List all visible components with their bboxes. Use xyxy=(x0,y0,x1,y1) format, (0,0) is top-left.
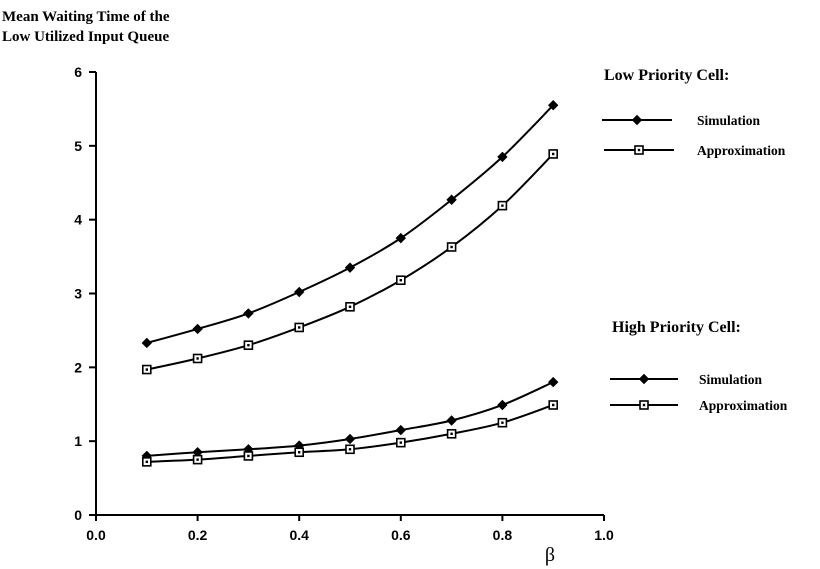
legend-heading: Low Priority Cell: xyxy=(604,67,729,84)
data-point-square-center xyxy=(399,441,402,444)
data-point-square-center xyxy=(348,305,352,308)
data-point-diamond xyxy=(243,308,254,319)
legend-entry-approximation: Approximation xyxy=(604,143,786,158)
data-point-square-center xyxy=(348,448,352,451)
series-approximation-1 xyxy=(142,149,559,375)
series-line xyxy=(146,153,554,371)
y-tick-label: 1 xyxy=(74,433,82,449)
data-point-square-center xyxy=(298,451,301,454)
legend-marker-diamond xyxy=(631,114,643,126)
data-point-square-center xyxy=(552,403,555,407)
data-point-diamond xyxy=(395,424,407,436)
y-tick-label: 3 xyxy=(74,286,82,302)
legend-entry-simulation: Simulation xyxy=(602,113,761,128)
data-point-square-center xyxy=(501,421,504,424)
chart-title-line-2: Low Utilized Input Queue xyxy=(2,29,169,45)
legend-marker-diamond xyxy=(638,373,650,385)
data-point-square-center xyxy=(196,357,199,360)
legend-entry-approximation: Approximation xyxy=(610,398,788,413)
legend-group-1: High Priority Cell: Simulation Approximati… xyxy=(610,319,788,413)
data-point-square-center xyxy=(298,326,301,329)
y-tick-label: 5 xyxy=(74,138,82,154)
series-simulation-0 xyxy=(141,100,559,349)
data-point-square-center xyxy=(501,204,504,207)
x-tick-label: 0.0 xyxy=(86,527,106,543)
data-point-diamond xyxy=(446,415,457,426)
data-point-square-center xyxy=(196,458,199,461)
data-point-square-center xyxy=(247,454,250,458)
data-point-diamond xyxy=(141,337,153,349)
chart-title-line-1: Mean Waiting Time of the xyxy=(2,9,170,25)
data-point-square-center xyxy=(145,368,148,371)
series-layer xyxy=(141,100,559,467)
x-tick-label: 1.0 xyxy=(594,527,614,543)
y-tick-label: 2 xyxy=(74,359,82,375)
y-ticks: 0 1 2 3 4 5 6 xyxy=(74,64,96,523)
chart-title: Mean Waiting Time of the Low Utilized In… xyxy=(2,9,170,45)
legend-label: Simulation xyxy=(697,113,761,128)
legend-marker-square-center xyxy=(642,403,646,407)
y-tick-label: 6 xyxy=(74,64,82,80)
data-point-diamond xyxy=(293,286,305,298)
legend-heading: High Priority Cell: xyxy=(612,319,741,336)
data-point-diamond xyxy=(547,376,559,388)
legend: Low Priority Cell: Simulation Approximatio… xyxy=(602,67,788,413)
x-ticks: 0.0 0.2 0.4 0.6 0.8 1.0 xyxy=(86,515,614,543)
data-point-diamond xyxy=(395,232,407,244)
x-tick-label: 0.2 xyxy=(188,527,208,543)
data-point-square-center xyxy=(247,343,250,347)
series-simulation-2 xyxy=(141,376,559,462)
legend-marker-square-center xyxy=(637,148,641,152)
y-tick-label: 0 xyxy=(74,507,82,523)
x-tick-label: 0.4 xyxy=(289,527,309,543)
legend-entry-simulation: Simulation xyxy=(610,372,763,387)
data-point-square-center xyxy=(450,245,453,249)
data-point-diamond xyxy=(446,194,457,205)
x-axis-label: β xyxy=(545,544,555,566)
data-point-square-center xyxy=(450,432,453,435)
x-tick-label: 0.6 xyxy=(391,527,411,543)
data-point-square-center xyxy=(399,279,402,282)
data-point-square-center xyxy=(552,152,555,156)
data-point-diamond xyxy=(192,323,203,335)
data-point-square-center xyxy=(145,460,148,464)
data-point-diamond xyxy=(547,100,559,111)
legend-group-0: Low Priority Cell: Simulation Approximatio… xyxy=(602,67,786,158)
data-point-diamond xyxy=(497,399,508,411)
x-tick-label: 0.8 xyxy=(493,527,513,543)
data-point-diamond xyxy=(344,433,356,445)
data-point-diamond xyxy=(344,262,356,273)
legend-label: Approximation xyxy=(699,398,788,413)
data-point-diamond xyxy=(497,151,508,163)
legend-label: Approximation xyxy=(697,143,786,158)
legend-label: Simulation xyxy=(699,372,763,387)
series-approximation-3 xyxy=(142,400,559,467)
y-tick-label: 4 xyxy=(74,212,82,228)
